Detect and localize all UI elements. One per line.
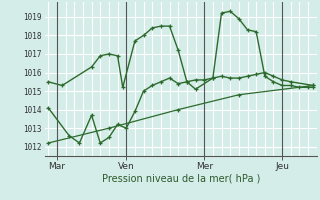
X-axis label: Pression niveau de la mer( hPa ): Pression niveau de la mer( hPa ) (102, 173, 260, 183)
